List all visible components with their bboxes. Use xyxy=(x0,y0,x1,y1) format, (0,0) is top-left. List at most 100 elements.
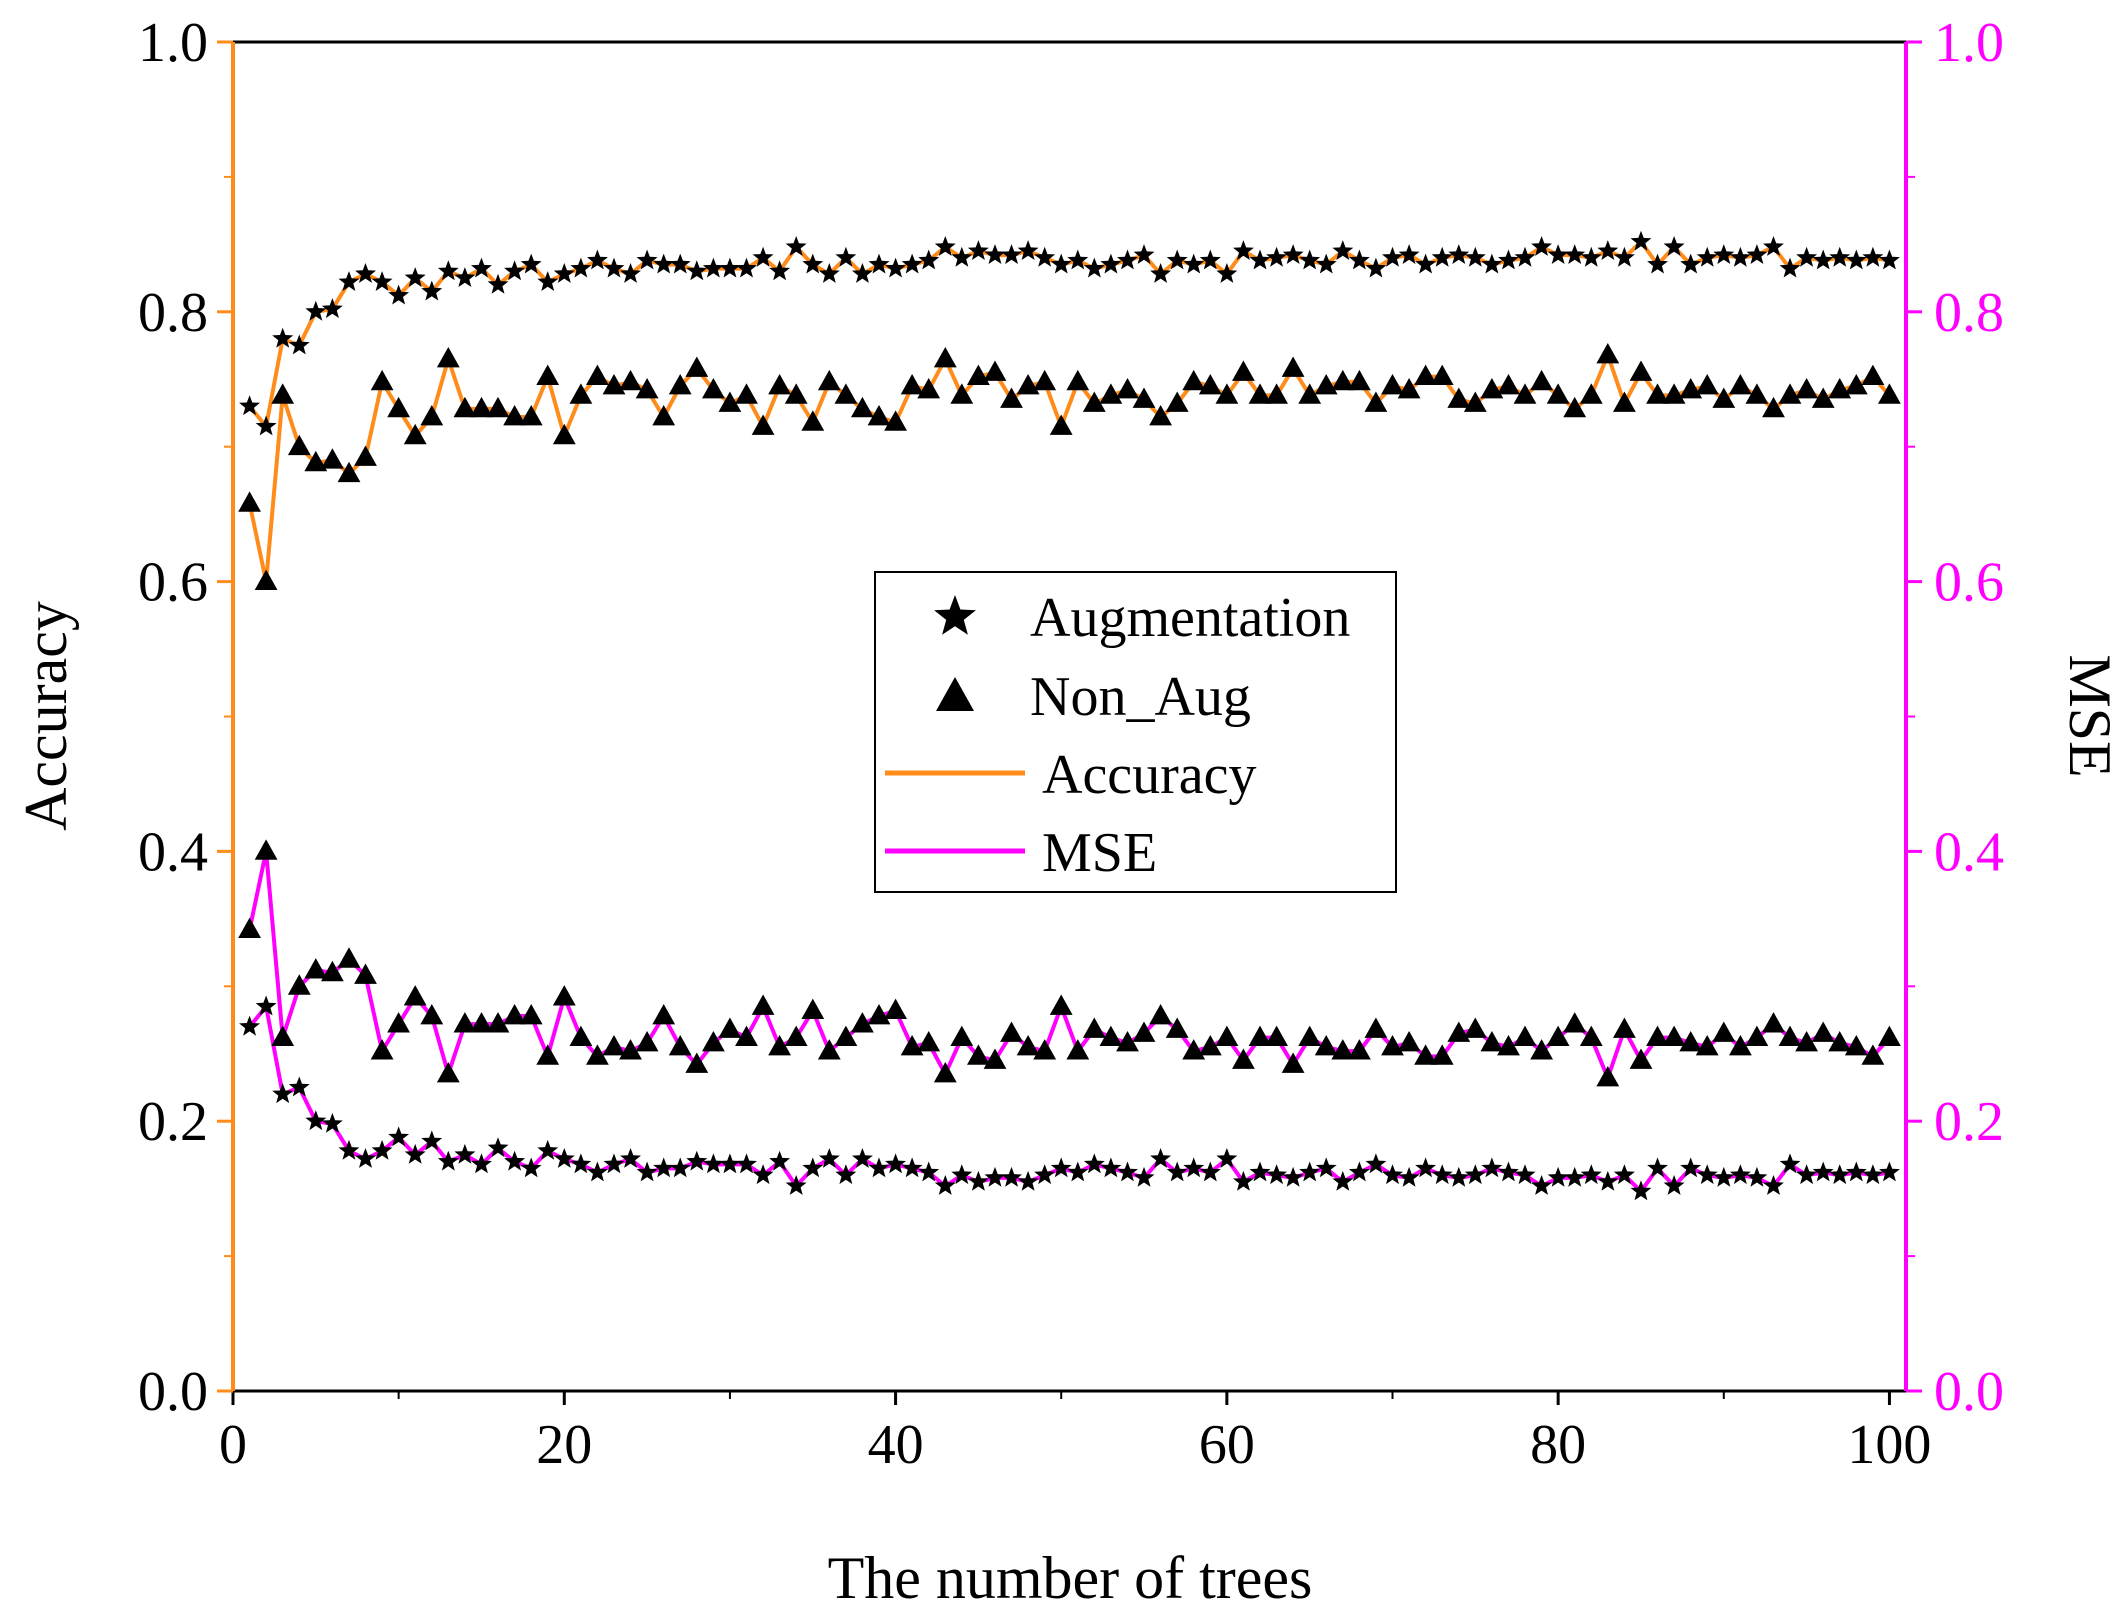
augmentation-mse-star-point xyxy=(967,1170,989,1191)
non-aug-mse-triangle-point xyxy=(1662,1025,1686,1046)
non-aug-mse-triangle-point xyxy=(1729,1035,1752,1056)
augmentation-mse-star-point xyxy=(1216,1148,1238,1168)
non-aug-mse-triangle-point xyxy=(403,985,427,1006)
legend-triangle-marker xyxy=(936,677,974,711)
non-aug-mse-triangle-point xyxy=(1811,1021,1835,1042)
augmentation-mse-star-point xyxy=(1696,1164,1718,1185)
left-y-tick-label: 1.0 xyxy=(138,12,208,74)
non-aug-accuracy-triangle-point xyxy=(1762,396,1785,418)
augmentation-mse-star-point xyxy=(1083,1153,1105,1174)
non-aug-accuracy-triangle-point xyxy=(867,405,891,426)
non-aug-accuracy-triangle-point xyxy=(1778,383,1802,404)
augmentation-mse-star-point xyxy=(321,1112,343,1133)
non-aug-mse-triangle-point xyxy=(900,1035,924,1056)
non-aug-accuracy-triangle-point xyxy=(1281,356,1305,377)
augmentation-accuracy-star-point xyxy=(1199,249,1221,270)
left-y-tick-label: 0.6 xyxy=(138,552,208,614)
augmentation-accuracy-star-point xyxy=(520,253,542,274)
augmentation-mse-star-point xyxy=(355,1148,376,1168)
augmentation-mse-star-point xyxy=(1199,1161,1221,1182)
right-y-tick-label: 0.8 xyxy=(1934,282,2004,344)
augmentation-mse-star-point xyxy=(1067,1161,1089,1182)
augmentation-mse-star-point xyxy=(1266,1164,1287,1185)
augmentation-mse-star-point xyxy=(1001,1166,1022,1187)
non-aug-accuracy-triangle-point xyxy=(503,405,526,426)
augmentation-accuracy-star-point xyxy=(1713,244,1735,264)
non-aug-accuracy-triangle-point xyxy=(354,445,377,466)
non-aug-accuracy-triangle-point xyxy=(1198,374,1222,395)
non-aug-mse-triangle-point xyxy=(254,839,278,860)
augmentation-mse-star-point xyxy=(636,1161,658,1182)
augmentation-mse-star-point xyxy=(984,1166,1006,1187)
non-aug-mse-triangle-point xyxy=(552,985,576,1006)
augmentation-mse-star-point xyxy=(1183,1157,1205,1178)
non-aug-accuracy-triangle-point xyxy=(1099,383,1123,404)
non-aug-mse-triangle-point xyxy=(1530,1039,1553,1060)
augmentation-accuracy-star-point xyxy=(1796,246,1818,267)
augmentation-mse-star-point xyxy=(1879,1161,1900,1182)
non-aug-mse-triangle-point xyxy=(950,1025,974,1046)
non-aug-mse-triangle-point xyxy=(453,1012,477,1033)
augmentation-accuracy-star-point xyxy=(1647,253,1668,274)
non-aug-mse-triangle-point xyxy=(983,1048,1007,1069)
non-aug-accuracy-triangle-point xyxy=(801,410,825,431)
augmentation-mse-star-point xyxy=(736,1153,757,1174)
non-aug-accuracy-triangle-point xyxy=(1033,369,1057,391)
augmentation-mse-star-point xyxy=(1133,1166,1155,1187)
augmentation-mse-star-point xyxy=(1365,1153,1387,1174)
legend-label-augmentation: Augmentation xyxy=(1030,587,1350,649)
augmentation-accuracy-star-point xyxy=(984,244,1006,264)
augmentation-accuracy-star-point xyxy=(835,246,857,267)
augmentation-accuracy-star-point xyxy=(802,253,824,274)
non-aug-accuracy-triangle-point xyxy=(1149,405,1172,426)
augmentation-mse-star-point xyxy=(653,1157,675,1178)
augmentation-accuracy-star-point xyxy=(1001,244,1022,264)
non-aug-mse-triangle-point xyxy=(1563,1012,1587,1033)
non-aug-mse-triangle-point xyxy=(337,947,361,968)
augmentation-mse-star-point xyxy=(1233,1170,1254,1191)
non-aug-mse-triangle-point xyxy=(1000,1021,1023,1042)
non-aug-accuracy-triangle-point xyxy=(321,448,344,469)
non-aug-mse-triangle-point xyxy=(1082,1017,1106,1038)
right-y-tick-label: 0.6 xyxy=(1934,552,2004,614)
non-aug-accuracy-triangle-point xyxy=(304,450,328,472)
augmentation-accuracy-star-point xyxy=(1448,244,1470,264)
augmentation-mse-star-point xyxy=(885,1153,906,1174)
augmentation-accuracy-star-point xyxy=(1829,246,1851,267)
non-aug-mse-triangle-point xyxy=(1828,1031,1852,1052)
legend-label-mse: MSE xyxy=(1042,822,1157,884)
augmentation-accuracy-star-point xyxy=(818,263,840,283)
augmentation-mse-star-point xyxy=(1763,1175,1784,1195)
non-aug-mse-triangle-point xyxy=(536,1044,560,1065)
augmentation-accuracy-star-point xyxy=(951,246,973,267)
non-aug-mse-triangle-point xyxy=(1281,1052,1305,1073)
augmentation-mse-star-point xyxy=(852,1148,873,1168)
non-aug-mse-triangle-point xyxy=(304,958,328,979)
non-aug-accuracy-triangle-point xyxy=(1248,383,1272,404)
non-aug-mse-triangle-point xyxy=(1248,1025,1272,1046)
non-aug-mse-triangle-point xyxy=(1381,1035,1404,1056)
augmentation-accuracy-star-point xyxy=(487,273,509,294)
non-aug-mse-triangle-point xyxy=(1762,1012,1785,1033)
augmentation-mse-star-point xyxy=(918,1161,940,1182)
augmentation-accuracy-star-point xyxy=(603,257,625,278)
augmentation-accuracy-star-point xyxy=(1266,246,1287,267)
augmentation-mse-star-point xyxy=(1531,1175,1552,1195)
non-aug-mse-triangle-point xyxy=(503,1004,526,1025)
x-tick-label: 20 xyxy=(536,1414,592,1476)
non-aug-accuracy-triangle-point xyxy=(685,356,709,377)
augmentation-accuracy-star-point xyxy=(1879,249,1900,270)
non-aug-mse-triangle-point xyxy=(817,1039,841,1060)
non-aug-accuracy-triangle-point xyxy=(569,383,593,404)
augmentation-accuracy-star-point xyxy=(1282,244,1304,264)
non-aug-mse-triangle-point xyxy=(768,1035,791,1056)
non-aug-mse-triangle-point xyxy=(1861,1044,1885,1065)
non-aug-mse-triangle-point xyxy=(1579,1025,1603,1046)
non-aug-accuracy-triangle-point xyxy=(519,405,543,426)
non-aug-accuracy-triangle-point xyxy=(1646,383,1669,404)
non-aug-accuracy-triangle-point xyxy=(370,369,394,391)
non-aug-accuracy-triangle-point xyxy=(1530,369,1553,391)
augmentation-mse-star-point xyxy=(1729,1164,1751,1185)
augmentation-mse-star-point xyxy=(951,1164,973,1185)
